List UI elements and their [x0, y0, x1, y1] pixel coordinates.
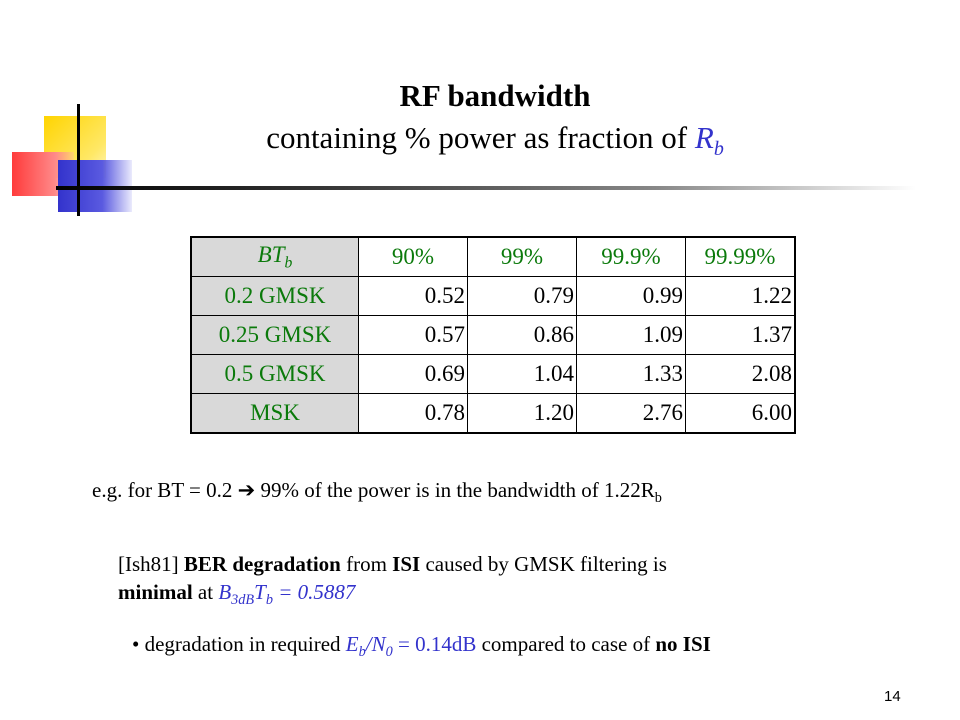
table-header-row: BTb 90% 99% 99.9% 99.99% — [190, 236, 796, 277]
degradation-bullet: • degradation in required Eb/N0 = 0.14dB… — [132, 632, 711, 661]
table-cell: 1.37 — [685, 315, 796, 355]
table-cell: 0.69 — [358, 354, 468, 394]
example-text: e.g. for BT = 0.2 ➔ 99% of the power is … — [92, 478, 662, 507]
row-header: 0.25 GMSK — [190, 315, 359, 355]
table-cell: 2.76 — [576, 393, 686, 434]
slide-title: RF bandwidth — [399, 78, 591, 113]
table-cell: 6.00 — [685, 393, 796, 434]
table-corner-header: BTb — [190, 236, 359, 277]
table-row: MSK 0.78 1.20 2.76 6.00 — [190, 393, 796, 434]
table-cell: 2.08 — [685, 354, 796, 394]
bullet-icon: • — [132, 632, 140, 656]
page-number: 14 — [884, 688, 901, 705]
column-header: 90% — [358, 236, 468, 277]
row-header: MSK — [190, 393, 359, 434]
column-header: 99.9% — [576, 236, 686, 277]
arrow-icon: ➔ — [237, 478, 256, 502]
table-cell: 1.33 — [576, 354, 686, 394]
table-row: 0.5 GMSK 0.69 1.04 1.33 2.08 — [190, 354, 796, 394]
bandwidth-table: BTb 90% 99% 99.9% 99.99% 0.2 GMSK 0.52 0… — [190, 236, 796, 434]
row-header: 0.2 GMSK — [190, 276, 359, 316]
row-header: 0.5 GMSK — [190, 354, 359, 394]
logo-vertical-line — [77, 104, 80, 216]
table-cell: 1.04 — [467, 354, 577, 394]
table-cell: 0.79 — [467, 276, 577, 316]
slide-subtitle: containing % power as fraction of Rb — [266, 120, 724, 161]
table-cell: 1.20 — [467, 393, 577, 434]
column-header: 99% — [467, 236, 577, 277]
table-cell: 1.09 — [576, 315, 686, 355]
table-row: 0.25 GMSK 0.57 0.86 1.09 1.37 — [190, 315, 796, 355]
table-cell: 0.57 — [358, 315, 468, 355]
reference-note: [Ish81] BER degradation from ISI caused … — [118, 552, 667, 609]
table-cell: 0.52 — [358, 276, 468, 316]
title-underline — [56, 186, 916, 190]
table-row: 0.2 GMSK 0.52 0.79 0.99 1.22 — [190, 276, 796, 316]
table-cell: 0.99 — [576, 276, 686, 316]
table-cell: 0.86 — [467, 315, 577, 355]
column-header: 99.99% — [685, 236, 796, 277]
table-cell: 0.78 — [358, 393, 468, 434]
table-cell: 1.22 — [685, 276, 796, 316]
